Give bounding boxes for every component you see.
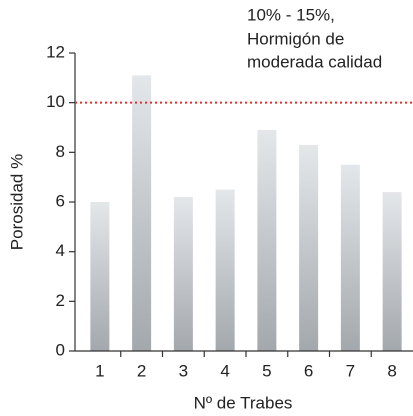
y-tick-label: 12 [46, 42, 65, 61]
x-tick-label: 2 [137, 361, 146, 380]
x-tick-label: 1 [95, 361, 104, 380]
y-tick-label: 4 [56, 241, 65, 260]
x-tick-label: 7 [346, 361, 355, 380]
bar [90, 202, 110, 351]
x-tick-label: 8 [387, 361, 396, 380]
x-tick-label: 6 [304, 361, 313, 380]
y-tick-label: 2 [56, 291, 65, 310]
annotation: 10% - 15%, [247, 5, 335, 24]
y-tick-label: 6 [56, 191, 65, 210]
y-tick-label: 0 [56, 340, 65, 359]
bar [257, 129, 277, 351]
bar [299, 144, 319, 351]
annotation: moderada calidad [247, 52, 382, 71]
bar [382, 192, 402, 351]
bar [132, 75, 152, 351]
y-tick-label: 8 [56, 142, 65, 161]
y-tick-label: 10 [46, 92, 65, 111]
x-tick-label: 3 [179, 361, 188, 380]
annotation: Hormigón de [247, 29, 344, 48]
x-axis-label: Nº de Trabes [194, 393, 293, 412]
x-tick-label: 5 [262, 361, 271, 380]
x-tick-label: 4 [220, 361, 229, 380]
bar [173, 197, 193, 351]
bar [215, 189, 235, 351]
y-axis-label: Porosidad % [7, 154, 26, 250]
bar [340, 164, 360, 351]
